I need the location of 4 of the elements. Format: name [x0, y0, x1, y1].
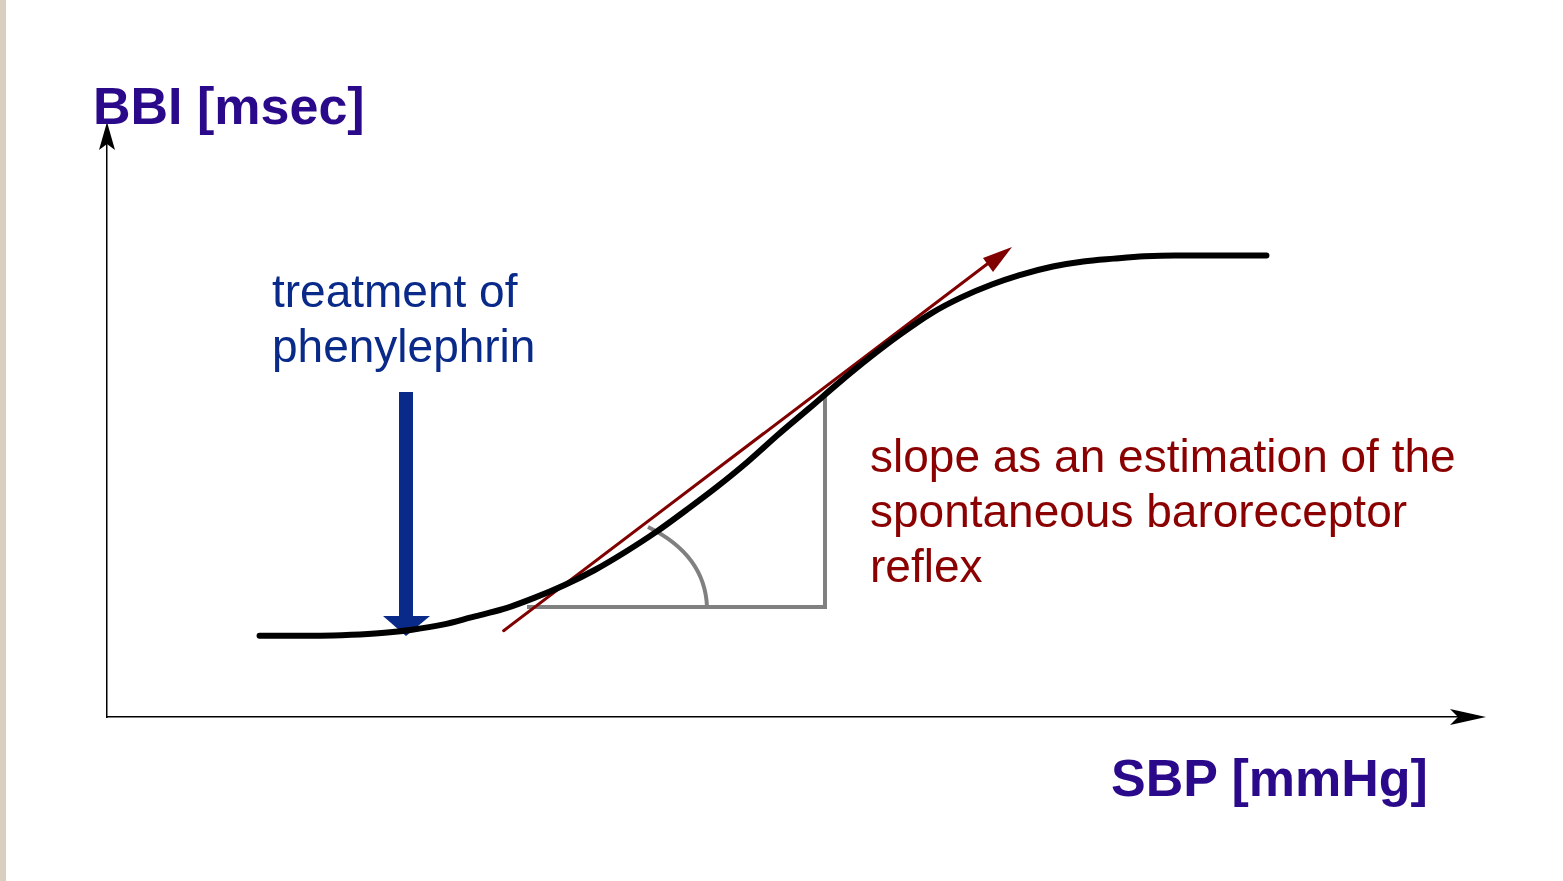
annotation: slope as an estimation of the spontaneous baroreceptor reflex	[870, 429, 1457, 594]
x-axis-title: SBP [mmHg]	[1111, 748, 1428, 808]
y-axis-title: BBI [msec]	[93, 76, 365, 136]
annotation: treatment of phenylephrin	[272, 264, 537, 374]
